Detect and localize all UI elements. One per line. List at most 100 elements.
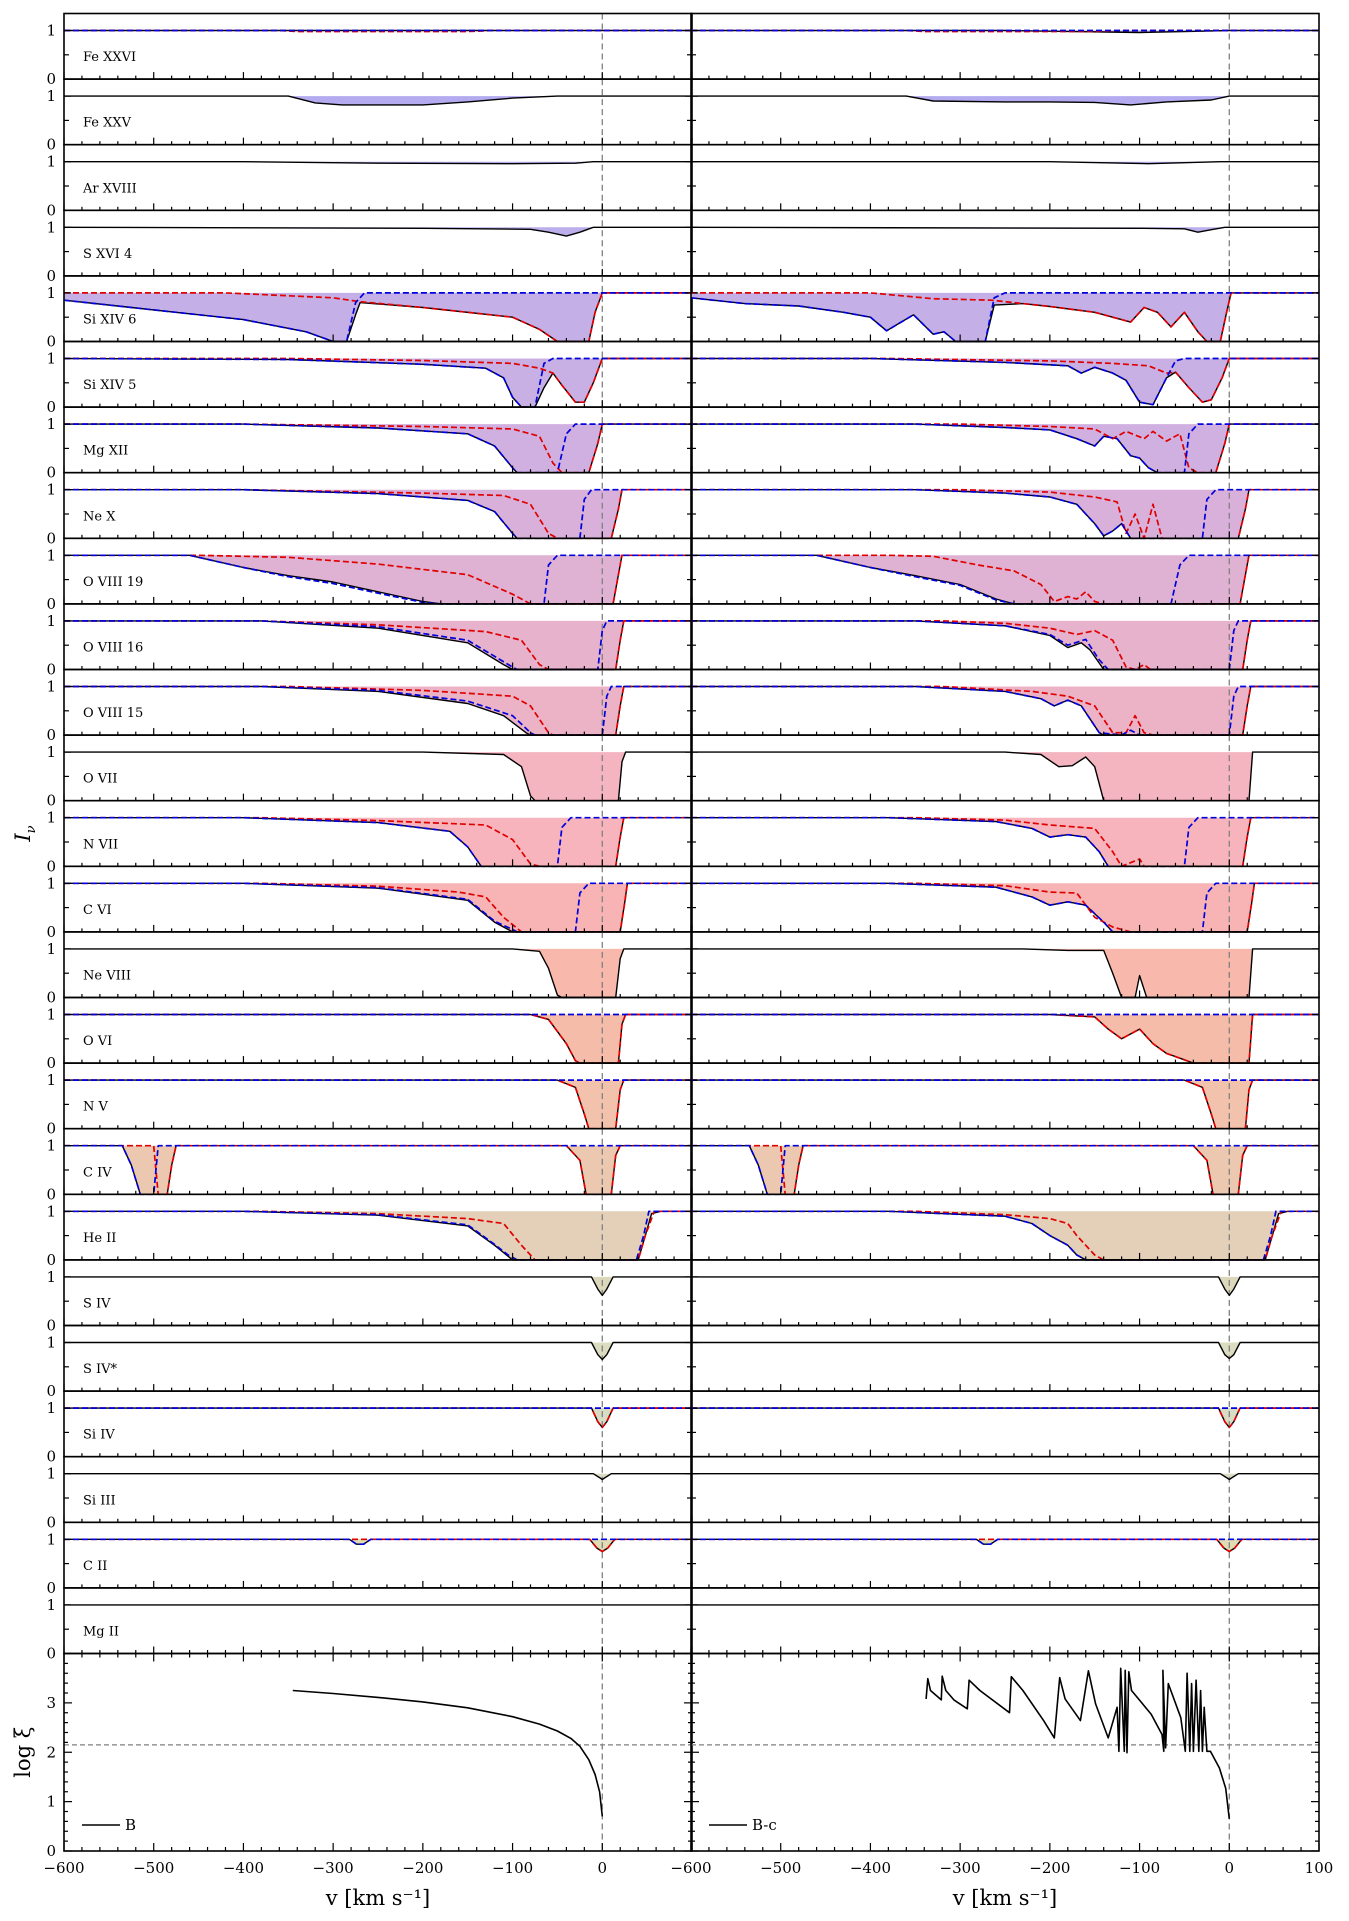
x-tick-label: −300: [313, 1859, 354, 1877]
y-tick-label: 1: [46, 1399, 56, 1417]
y-tick-label: 1: [46, 1596, 56, 1614]
panel-c-vi: 0 1 C VI: [46, 865, 1320, 941]
x-tick-label: −100: [1119, 1859, 1160, 1877]
y-axis-label-log-xi: log ξ: [11, 1727, 35, 1778]
x-tick-label: 0: [1225, 1859, 1235, 1877]
y-tick-label: 1: [46, 1137, 56, 1155]
panel-ion-label: Fe XXV: [83, 116, 132, 131]
panel-frame: [690, 78, 1320, 146]
total-profile-line: [64, 751, 692, 802]
absorption-fill: [64, 555, 692, 604]
panel-o-vii: 0 1 O VII: [46, 734, 1320, 810]
y-tick-label: 1: [46, 1465, 56, 1483]
panel-ion-label: He II: [83, 1231, 116, 1246]
y-tick-label: 1: [46, 809, 56, 827]
panel-ion-label: C VI: [83, 903, 112, 918]
panel-frame: [63, 209, 693, 277]
panel-frame: [690, 12, 1320, 80]
panel-frame: [63, 1324, 693, 1392]
blue-component-line: [691, 488, 1319, 540]
log-xi-curve: [925, 1667, 1231, 1819]
panel-he-ii: 0 1 He II: [46, 1193, 1320, 1269]
blue-component-line: [64, 620, 692, 671]
panel-n-vii: 0 1 N VII: [46, 799, 1320, 875]
absorption-fill: [64, 1539, 692, 1552]
y-tick-label: 1: [46, 940, 56, 958]
blue-component-line: [691, 882, 1319, 933]
panel-frame: [63, 143, 693, 212]
y-tick-label: 0: [46, 70, 56, 88]
y-tick-label: 1: [46, 1530, 56, 1548]
absorption-fill: [691, 1342, 1319, 1359]
y-tick-label: 0: [46, 1317, 56, 1335]
absorption-fill: [691, 686, 1319, 736]
y-tick-label: 0: [46, 464, 56, 482]
y-tick-label: 1: [46, 546, 56, 564]
absorption-fill: [64, 817, 692, 867]
panel-o-vi: 0 1 O VI: [46, 996, 1320, 1072]
panel-c-ii: 0 1 C II: [46, 1521, 1320, 1597]
panel-ion-label: S XVI 4: [83, 247, 132, 262]
panel-ion-label: C IV: [83, 1165, 112, 1180]
panel-ion-label: O VIII 19: [83, 575, 143, 590]
x-tick-label: −600: [670, 1859, 711, 1877]
blue-component-line: [64, 685, 692, 736]
panel-ne-x: 0 1 Ne X: [46, 471, 1320, 547]
x-tick-label: −400: [223, 1859, 264, 1877]
panel-frame: [690, 1521, 1320, 1589]
absorption-fill: [691, 1539, 1319, 1552]
absorption-fill: [64, 96, 692, 105]
panel-frame: [63, 1390, 693, 1458]
red-component-line: [691, 292, 1319, 343]
blue-component-line: [64, 554, 692, 605]
x-tick-label: −500: [760, 1859, 801, 1877]
y-tick-label: 1: [46, 87, 56, 105]
absorption-fill: [64, 1014, 692, 1064]
absorption-fill: [691, 555, 1319, 604]
panel-frame: [690, 209, 1320, 277]
y-tick-label: 1: [46, 874, 56, 892]
panel-frame: [63, 1455, 693, 1524]
x-tick-label: −400: [850, 1859, 891, 1877]
blue-component-line: [691, 1210, 1319, 1261]
panel-o-viii-19: 0 1 O VIII 19: [46, 537, 1320, 613]
red-component-line: [64, 685, 692, 736]
x-tick-label: −200: [402, 1859, 443, 1877]
red-component-line: [691, 554, 1319, 605]
panel-s-iv: 0 1 S IV: [46, 1259, 1320, 1335]
legend-label: B: [125, 1816, 136, 1834]
panel-fe-xxv: 0 1 Fe XXV: [46, 78, 1320, 154]
red-component-line: [64, 620, 692, 671]
total-profile-line: [64, 95, 692, 106]
panel-frame: [63, 78, 693, 146]
panel-ion-label: Mg XII: [83, 444, 128, 459]
y-tick-label: 2: [46, 1743, 56, 1761]
blue-component-line: [63, 357, 692, 408]
panel-frame: [63, 12, 693, 80]
total-profile-line: [64, 1276, 692, 1297]
red-component-line: [691, 685, 1319, 736]
absorption-fill: [64, 1276, 692, 1296]
panel-fe-xxvi: 0 1 Fe XXVI: [46, 12, 1320, 88]
absorption-fill: [691, 1145, 1319, 1195]
red-component-line: [64, 882, 692, 933]
blue-component-line: [64, 816, 692, 868]
red-component-line: [64, 554, 692, 605]
y-tick-label: 0: [46, 1448, 56, 1466]
x-tick-label: −600: [43, 1859, 84, 1877]
y-tick-label: 1: [46, 481, 56, 499]
total-profile-line: [64, 160, 692, 165]
y-tick-label: 1: [46, 612, 56, 630]
red-component-line: [691, 357, 1319, 404]
panel-ion-label: O VI: [83, 1034, 112, 1049]
y-tick-label: 1: [46, 1268, 56, 1286]
absorption-fill: [691, 1408, 1319, 1428]
x-axis-label: v [km s⁻¹]: [952, 1886, 1058, 1910]
panel-ion-label: O VIII 16: [83, 641, 143, 656]
y-tick-label: 0: [46, 1579, 56, 1597]
y-tick-label: 0: [46, 989, 56, 1007]
absorption-fill: [64, 1145, 692, 1195]
y-tick-label: 0: [46, 529, 56, 547]
red-component-line: [691, 423, 1319, 474]
